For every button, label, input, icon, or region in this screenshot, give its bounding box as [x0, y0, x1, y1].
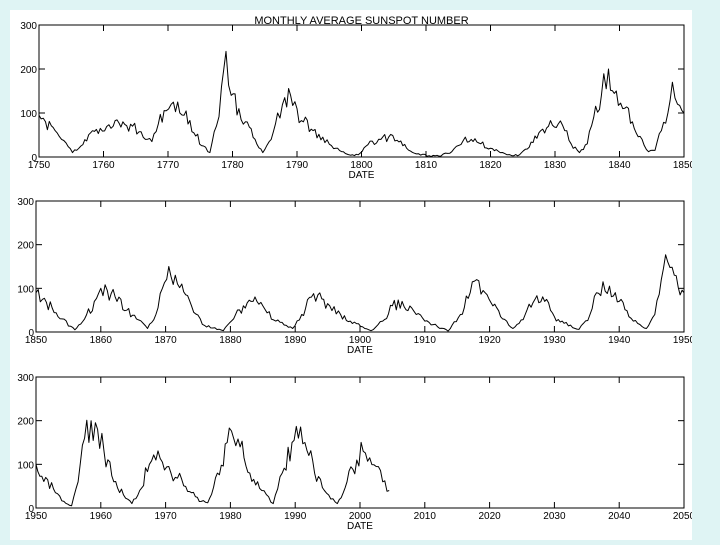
chart-title: MONTHLY AVERAGE SUNSPOT NUMBER — [254, 15, 468, 27]
x-tick-label: 2010 — [414, 511, 437, 522]
x-axis-label: DATE — [349, 170, 375, 181]
x-tick-label: 1850 — [673, 160, 692, 171]
x-tick-label: 1830 — [544, 160, 567, 171]
x-tick-label: 1840 — [608, 160, 631, 171]
x-tick-label: 2050 — [673, 511, 692, 522]
y-tick-label: 200 — [17, 417, 34, 428]
chart-canvas: MONTHLY AVERAGE SUNSPOT NUMBER 1750 1760 17… — [17, 15, 695, 532]
y-tick-label: 100 — [20, 109, 37, 120]
x-axis-label: DATE — [347, 521, 373, 532]
y-tick-label: 100 — [17, 460, 34, 471]
plot-frame-2 — [35, 200, 685, 333]
y-tick-label: 200 — [17, 241, 34, 252]
x-tick-label: 1920 — [478, 335, 501, 346]
y-tick-label: 200 — [20, 65, 37, 76]
x-tick-label: 1970 — [154, 511, 177, 522]
x-tick-label: 1850 — [25, 335, 48, 346]
x-tick-label: 1930 — [543, 335, 566, 346]
x-tick-label: 1790 — [286, 160, 309, 171]
x-tick-label: 1750 — [28, 160, 51, 171]
x-tick-label: 1990 — [284, 511, 307, 522]
x-tick-label: 1800 — [350, 160, 373, 171]
y-tick-label: 300 — [17, 373, 34, 384]
x-tick-label: 2040 — [608, 511, 631, 522]
y-tick-label: 0 — [31, 153, 37, 164]
y-tick-label: 300 — [20, 21, 37, 32]
sunspot-figure: MONTHLY AVERAGE SUNSPOT NUMBER 1750 1760 17… — [10, 10, 696, 540]
x-tick-label: 1780 — [221, 160, 244, 171]
x-tick-label: 1810 — [415, 160, 438, 171]
x-tick-label: 1910 — [414, 335, 437, 346]
x-tick-label: 1960 — [90, 511, 113, 522]
x-axis-label: DATE — [347, 345, 373, 356]
sunspot-series-line-1 — [38, 50, 685, 158]
x-tick-label: 1940 — [608, 335, 631, 346]
x-tick-label: 1880 — [219, 335, 242, 346]
x-tick-label: 1950 — [25, 511, 48, 522]
x-tick-label: 1890 — [284, 335, 307, 346]
sunspot-series-line-2 — [35, 254, 685, 332]
x-tick-label: 1860 — [90, 335, 113, 346]
plot-frame-3 — [35, 376, 685, 509]
x-tick-label: 1900 — [349, 335, 372, 346]
y-tick-label: 0 — [28, 328, 34, 339]
y-tick-label: 100 — [17, 284, 34, 295]
x-tick-label: 1980 — [219, 511, 242, 522]
x-tick-label: 2030 — [543, 511, 566, 522]
x-tick-label: 2000 — [349, 511, 372, 522]
x-tick-label: 1770 — [157, 160, 180, 171]
x-tick-label: 1820 — [479, 160, 502, 171]
y-tick-label: 0 — [28, 504, 34, 515]
sunspot-series-line-3 — [35, 419, 390, 507]
x-tick-label: 1760 — [92, 160, 115, 171]
plot-frame-1 — [38, 24, 685, 158]
y-tick-label: 300 — [17, 197, 34, 208]
x-tick-label: 1950 — [673, 335, 692, 346]
x-tick-label: 1870 — [154, 335, 177, 346]
x-tick-label: 2020 — [478, 511, 501, 522]
